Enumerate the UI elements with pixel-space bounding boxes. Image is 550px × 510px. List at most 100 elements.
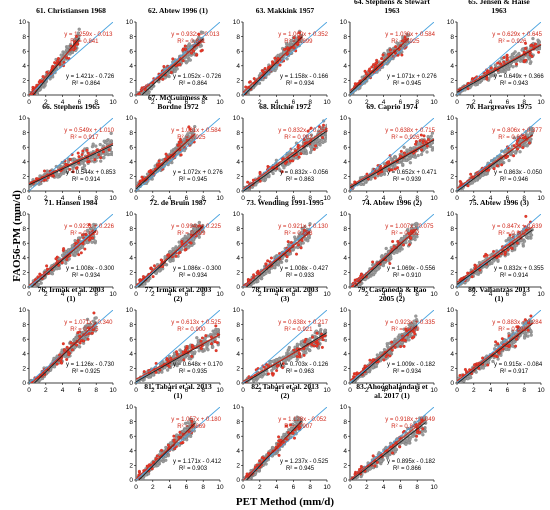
y-tick-label: 6 [343,240,347,247]
y-tick-label: 8 [236,34,240,41]
red-point [283,161,287,165]
gray-point [408,161,412,165]
y-tick-label: 0 [236,92,240,99]
gray-point [62,171,66,175]
red-r2: R² = 0.902 [284,135,313,141]
y-tick-label: 10 [340,19,348,26]
red-point [171,57,175,61]
y-tick-label: 8 [129,34,133,41]
red-point [244,85,248,89]
gray-point [359,182,363,187]
red-r2: R² = 0.841 [177,39,206,45]
red-point [53,61,57,65]
red-point [505,53,509,57]
black-equation: y = 0.649x + 0.366 [494,74,544,80]
y-tick-label: 6 [450,144,454,151]
x-tick-label: 10 [109,387,117,394]
gray-point [531,36,535,41]
gray-point [98,142,102,147]
x-tick-label: 4 [382,99,386,106]
y-tick-label: 10 [19,19,27,26]
black-r2: R² = 0.910 [393,273,422,279]
red-point [295,252,298,256]
red-point [470,77,474,81]
red-point [373,176,377,180]
x-tick-label: 8 [201,195,205,202]
gray-point [538,40,541,44]
black-equation: y = 1.086x - 0.300 [173,266,222,272]
red-point [386,160,390,164]
gray-point [59,53,63,57]
gray-point [407,33,411,37]
red-point [368,67,372,71]
red-point [189,241,193,245]
red-point [289,240,293,244]
red-point [273,56,277,60]
y-tick-label: 6 [236,48,240,55]
gray-point [526,55,530,59]
red-point [292,36,296,40]
black-equation: y = 1.421x - 0.726 [66,74,115,80]
black-equation: y = 1.069x - 0.556 [387,266,436,272]
y-tick-label: 4 [129,255,133,262]
red-point [505,56,509,60]
red-point [164,152,168,156]
y-tick-label: 6 [450,240,454,247]
red-point [54,257,58,261]
y-tick-label: 8 [129,130,133,137]
x-tick-label: 0 [241,99,245,106]
red-point [285,255,289,259]
gray-point [493,164,497,168]
red-fit-line [28,39,80,96]
gray-point [256,279,260,283]
red-point [534,42,537,46]
black-equation: y = 1.071x + 0.276 [387,74,437,80]
red-point [524,41,527,45]
y-tick-label: 4 [343,63,347,70]
red-point [68,157,72,161]
x-tick-label: 8 [94,99,98,106]
panel-title: 1963 [384,6,399,15]
gray-point [405,41,409,45]
x-tick-label: 0 [27,99,31,106]
black-r2: R² = 0.945 [393,81,422,87]
red-point [177,143,181,147]
x-tick-label: 6 [185,195,189,202]
gray-point [271,171,275,176]
y-tick-label: 2 [236,78,240,85]
red-point [421,139,425,143]
y-tick-label: 2 [236,270,240,277]
red-point [62,60,66,64]
red-point [179,153,183,157]
red-point [298,31,301,35]
red-point [161,265,165,269]
gray-point [109,131,113,135]
red-equation: y = 1.007x - 0.075 [385,224,434,230]
red-point [500,163,504,167]
y-tick-label: 4 [450,255,454,262]
x-tick-label: 0 [27,195,31,202]
red-point [183,248,187,252]
gray-point [481,173,485,177]
y-tick-label: 8 [22,34,26,41]
red-point [524,214,528,218]
red-point [43,169,46,173]
gray-point [73,252,77,256]
red-equation: y = 0.832x + 0.258 [278,128,328,134]
red-r2: R² = 0.917 [70,135,99,141]
gray-point [90,240,94,244]
red-point [489,66,493,70]
gray-point [68,52,72,56]
red-point [93,158,97,162]
red-point [46,176,50,180]
gray-point [474,178,478,182]
gray-point [191,39,196,43]
y-tick-label: 0 [343,92,347,99]
panel-title: 73. Wendling 1991-1995 [246,198,323,207]
red-fit-line [456,43,542,91]
gray-point [77,27,81,31]
y-tick-label: 10 [447,19,455,26]
